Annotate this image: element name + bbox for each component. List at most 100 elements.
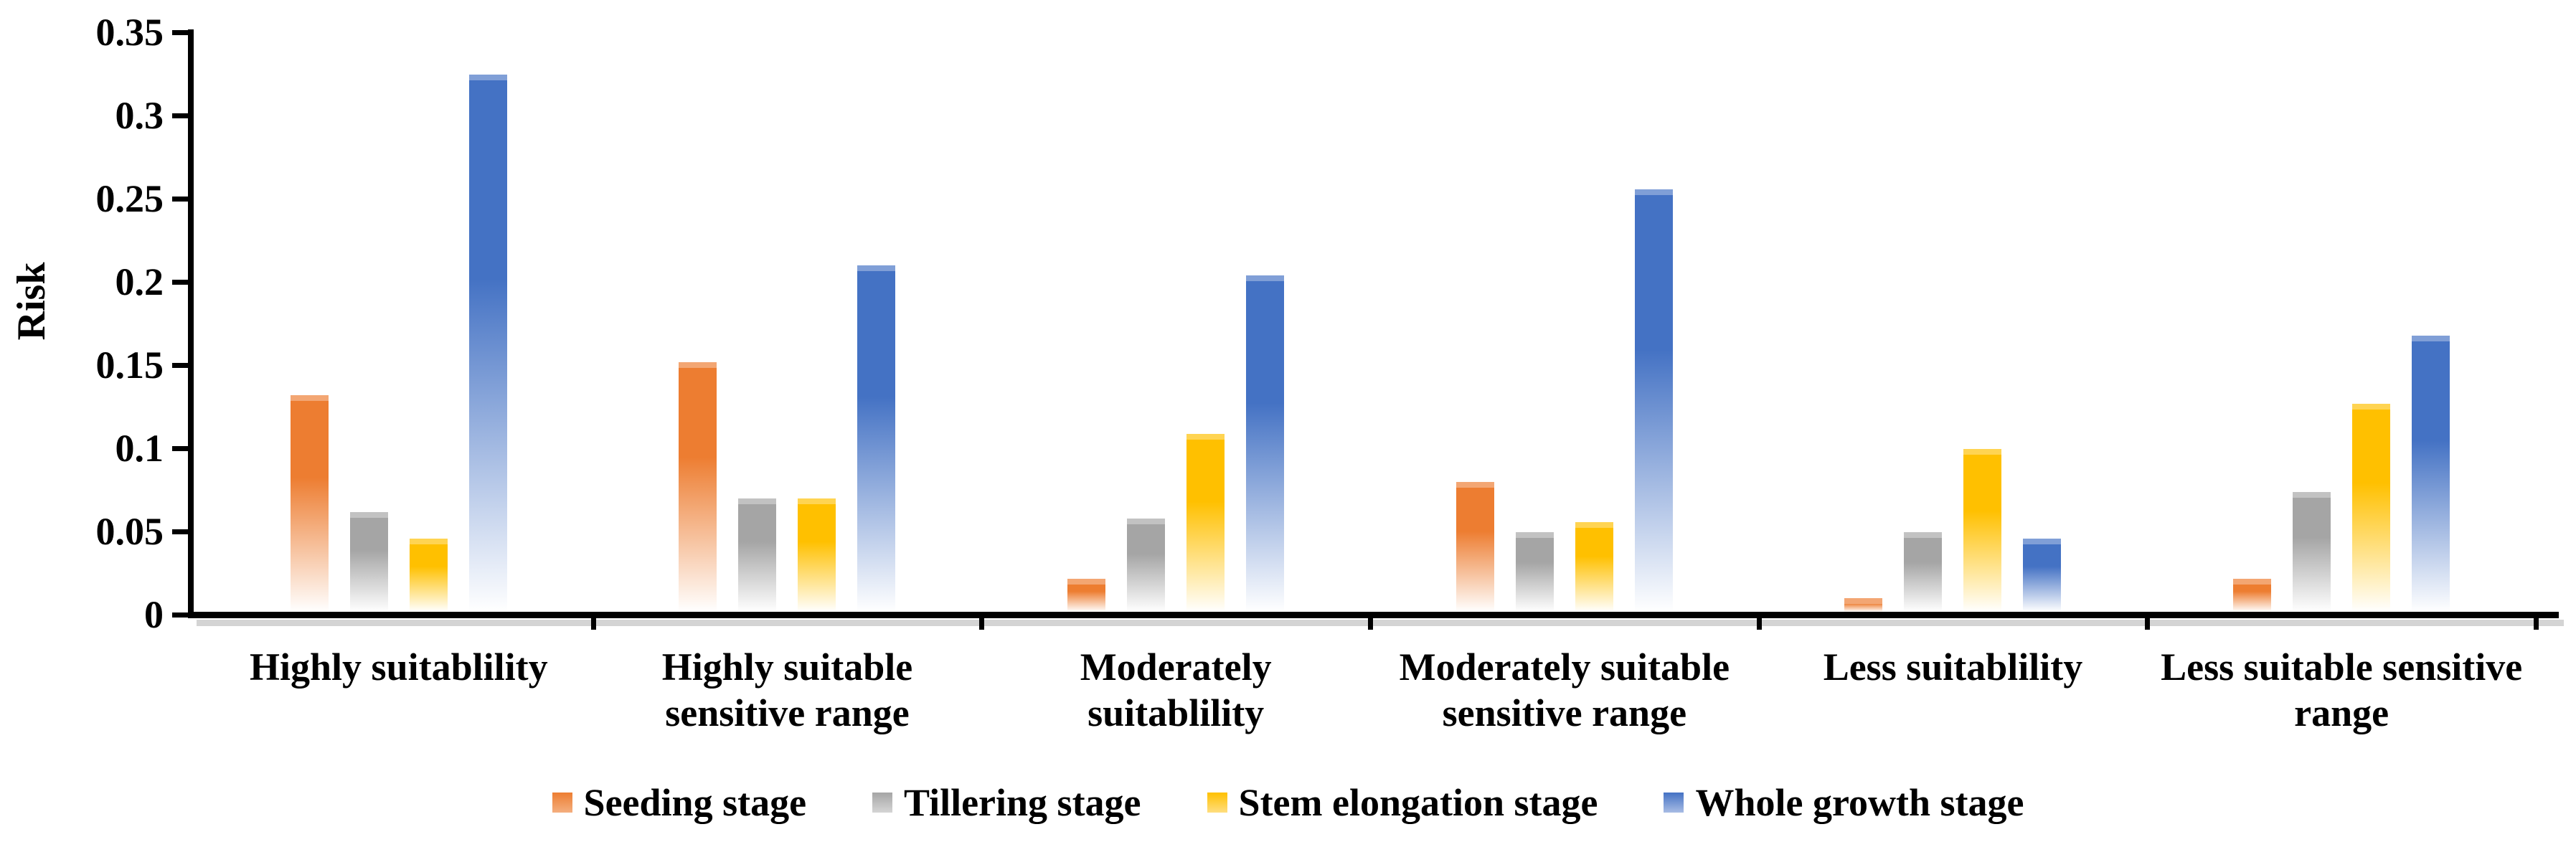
bar-top-highlight (2233, 579, 2272, 585)
bar-seeding-stage-group6 (2233, 579, 2272, 612)
legend-label: Seeding stage (583, 781, 807, 824)
bar-top-highlight (1246, 275, 1285, 281)
bar-top-highlight (1904, 532, 1943, 538)
bar-top-highlight (349, 512, 388, 518)
bar-group (204, 29, 593, 612)
x-tick-mark (590, 615, 596, 630)
category-label-line: Moderately suitable (1399, 645, 1730, 689)
bar-top-highlight (2293, 492, 2331, 498)
x-tick-mark (2534, 615, 2539, 630)
bar-whole-growth-stage-group4 (1634, 189, 1673, 612)
y-tick-label: 0.15 (95, 344, 164, 387)
y-tick-mark (172, 30, 188, 35)
y-tick-mark (172, 363, 188, 368)
category-label-line: Highly suitable (661, 645, 913, 689)
plot-area (204, 29, 2536, 612)
bar-top-highlight (738, 498, 777, 504)
x-axis-line (188, 612, 2559, 618)
bar-group (981, 29, 1370, 612)
legend-swatch-icon (552, 793, 572, 813)
y-tick-mark (172, 197, 188, 202)
legend-item-whole-growth-stage: Whole growth stage (1664, 781, 2024, 824)
bar-stem-elongation-stage-group4 (1575, 522, 1613, 612)
x-tick-mark (2145, 615, 2151, 630)
bar-tillering-stage-group2 (738, 498, 777, 612)
bar-tillering-stage-group6 (2293, 492, 2331, 612)
bar-group (1370, 29, 1759, 612)
legend-item-tillering-stage: Tillering stage (872, 781, 1141, 824)
bar-seeding-stage-group3 (1067, 579, 1106, 612)
legend-swatch-icon (1207, 793, 1227, 813)
bar-top-highlight (2352, 404, 2391, 410)
category-label-line: sensitive range (1442, 691, 1687, 734)
bar-top-highlight (1963, 449, 2002, 455)
x-tick-mark (1756, 615, 1762, 630)
bar-top-highlight (468, 75, 507, 80)
bar-top-highlight (409, 539, 448, 544)
bar-group (2147, 29, 2536, 612)
y-tick-mark (172, 113, 188, 118)
bar-top-highlight (1186, 434, 1225, 440)
category-label-line: range (2294, 691, 2389, 734)
bar-top-highlight (1127, 519, 1166, 524)
category-label: Moderately suitablility (981, 644, 1370, 736)
y-tick-label: 0.1 (115, 427, 164, 470)
bar-top-highlight (290, 395, 329, 401)
bar-top-highlight (1515, 532, 1554, 538)
y-axis-line (188, 29, 194, 618)
y-tick-label: 0.05 (95, 510, 164, 553)
bar-seeding-stage-group2 (679, 362, 717, 612)
bar-tillering-stage-group5 (1904, 532, 1943, 612)
bar-tillering-stage-group3 (1127, 519, 1166, 612)
category-label-line: sensitive range (665, 691, 910, 734)
y-tick-label: 0.3 (115, 94, 164, 137)
y-tick-mark (172, 446, 188, 451)
bar-top-highlight (2023, 539, 2062, 544)
y-tick-label: 0 (144, 593, 164, 636)
category-label: Moderately suitable sensitive range (1370, 644, 1759, 736)
y-tick-label: 0.2 (115, 260, 164, 303)
bar-whole-growth-stage-group3 (1246, 275, 1285, 612)
y-tick-mark (172, 529, 188, 534)
bar-seeding-stage-group5 (1844, 598, 1883, 612)
bar-top-highlight (1575, 522, 1613, 528)
bar-top-highlight (857, 265, 896, 271)
bar-whole-growth-stage-group1 (468, 75, 507, 612)
bar-top-highlight (1067, 579, 1106, 585)
category-label: Less suitable sensitive range (2147, 644, 2536, 736)
legend-swatch-icon (1664, 793, 1684, 813)
bar-tillering-stage-group4 (1515, 532, 1554, 612)
category-label-line: Less suitable sensitive (2161, 645, 2523, 689)
bar-top-highlight (1844, 598, 1883, 604)
bar-whole-growth-stage-group5 (2023, 539, 2062, 612)
legend-item-seeding-stage: Seeding stage (552, 781, 807, 824)
bar-stem-elongation-stage-group3 (1186, 434, 1225, 612)
legend-label: Stem elongation stage (1238, 781, 1598, 824)
bar-top-highlight (679, 362, 717, 368)
bar-top-highlight (798, 498, 836, 504)
bar-group (593, 29, 982, 612)
bar-top-highlight (1456, 482, 1494, 488)
bar-stem-elongation-stage-group2 (798, 498, 836, 612)
bar-stem-elongation-stage-group6 (2352, 404, 2391, 612)
bar-stem-elongation-stage-group1 (409, 539, 448, 612)
bar-stem-elongation-stage-group5 (1963, 449, 2002, 612)
category-label: Less suitablility (1759, 644, 2148, 690)
bar-top-highlight (2412, 336, 2450, 341)
bar-whole-growth-stage-group2 (857, 265, 896, 612)
legend-label: Whole growth stage (1695, 781, 2024, 824)
bar-seeding-stage-group4 (1456, 482, 1494, 612)
x-tick-mark (979, 615, 985, 630)
y-tick-mark (172, 612, 188, 618)
legend-swatch-icon (872, 793, 893, 813)
bar-group (1759, 29, 2148, 612)
category-label: Highly suitablility (204, 644, 593, 690)
category-label: Highly suitable sensitive range (593, 644, 982, 736)
x-tick-mark (1368, 615, 1373, 630)
category-label-line: Highly suitablility (250, 645, 548, 689)
category-label-line: Less suitablility (1823, 645, 2083, 689)
y-tick-label: 0.25 (95, 177, 164, 220)
legend-label: Tillering stage (904, 781, 1141, 824)
y-tick-mark (172, 280, 188, 285)
